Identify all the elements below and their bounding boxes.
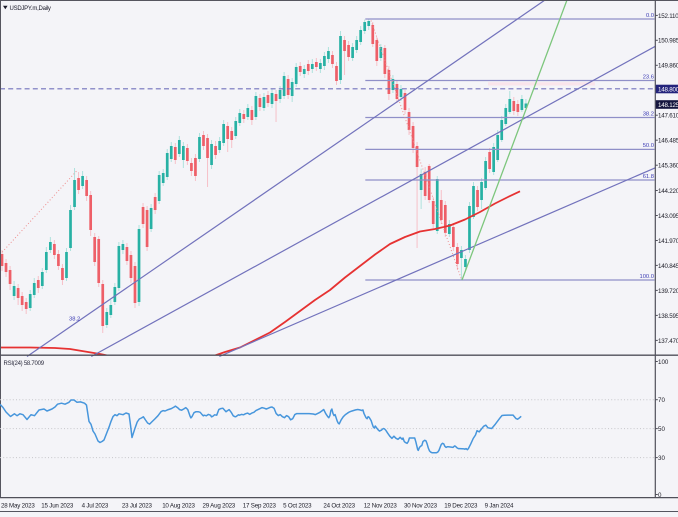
svg-text:0: 0 (658, 492, 662, 499)
svg-text:144.220: 144.220 (658, 188, 678, 195)
svg-text:19 Dec 2023: 19 Dec 2023 (444, 503, 478, 510)
svg-text:50: 50 (658, 426, 665, 433)
svg-text:146.485: 146.485 (658, 138, 678, 145)
svg-text:70: 70 (658, 397, 665, 404)
svg-text:15 Jun 2023: 15 Jun 2023 (41, 503, 74, 510)
svg-text:61.8: 61.8 (643, 174, 654, 180)
svg-text:23.6: 23.6 (643, 74, 654, 80)
svg-text:38.2: 38.2 (643, 111, 654, 117)
svg-text:148.800: 148.800 (658, 87, 678, 94)
svg-text:139.720: 139.720 (658, 288, 678, 295)
svg-text:24 Oct 2023: 24 Oct 2023 (323, 503, 355, 510)
svg-text:140.845: 140.845 (658, 263, 678, 270)
svg-text:138.595: 138.595 (658, 313, 678, 320)
svg-text:141.970: 141.970 (658, 238, 678, 245)
svg-text:23 Jul 2023: 23 Jul 2023 (122, 503, 153, 510)
svg-text:38.2: 38.2 (69, 317, 80, 323)
svg-text:17 Sep 2023: 17 Sep 2023 (243, 503, 277, 510)
svg-text:12 Nov 2023: 12 Nov 2023 (364, 503, 398, 510)
svg-text:USDJPY.m,Daily: USDJPY.m,Daily (10, 6, 51, 12)
svg-text:0.0: 0.0 (646, 13, 654, 19)
svg-text:100.0: 100.0 (639, 274, 654, 280)
svg-text:30 Nov 2023: 30 Nov 2023 (404, 503, 438, 510)
svg-text:9 Jan 2024: 9 Jan 2024 (485, 503, 514, 510)
svg-text:4 Jul 2023: 4 Jul 2023 (82, 503, 109, 510)
svg-text:150.985: 150.985 (658, 38, 678, 45)
svg-text:10 Aug 2023: 10 Aug 2023 (162, 503, 195, 510)
svg-text:147.610: 147.610 (658, 113, 678, 120)
svg-text:149.860: 149.860 (658, 63, 678, 70)
svg-text:29 Aug 2023: 29 Aug 2023 (203, 503, 236, 510)
svg-text:145.360: 145.360 (658, 163, 678, 170)
svg-text:100: 100 (658, 359, 669, 366)
svg-text:137.470: 137.470 (658, 338, 678, 345)
svg-text:50.0: 50.0 (643, 143, 654, 149)
svg-text:RSI(24) 58.7009: RSI(24) 58.7009 (4, 361, 45, 367)
svg-text:152.110: 152.110 (658, 13, 678, 20)
svg-text:28 May 2023: 28 May 2023 (1, 503, 35, 510)
svg-text:148.125: 148.125 (658, 102, 678, 109)
svg-text:143.095: 143.095 (658, 213, 678, 220)
svg-text:30: 30 (658, 455, 665, 462)
svg-text:5 Oct 2023: 5 Oct 2023 (283, 503, 312, 510)
